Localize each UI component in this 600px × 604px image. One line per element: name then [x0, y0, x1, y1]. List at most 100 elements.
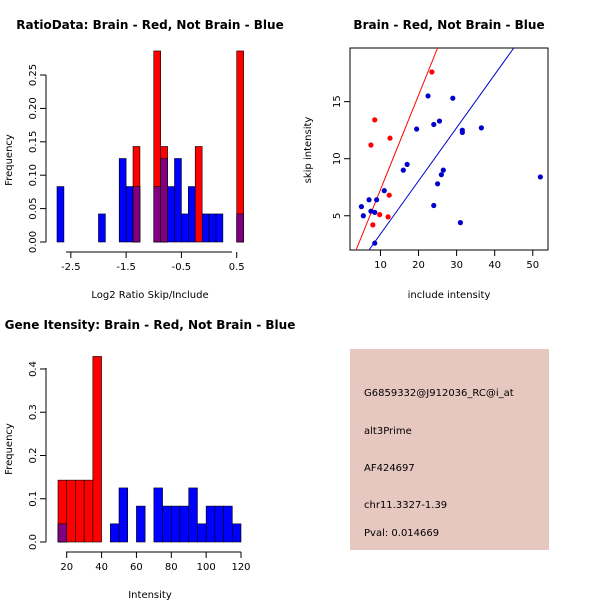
- ratio-hist-y-label: Frequency: [4, 134, 15, 186]
- p3-bar-brain: [66, 479, 76, 543]
- p3-bar-not-brain: [197, 523, 207, 543]
- scatter-points: [358, 69, 543, 246]
- gene-hist-title: Gene Itensity: Brain - Red, Not Brain - …: [5, 318, 296, 332]
- scatter-point-not-brain: [366, 197, 372, 203]
- p1-bar-not-brain: [125, 186, 134, 243]
- p3-x-tick-label: 120: [231, 562, 250, 573]
- scatter-point-brain: [387, 135, 393, 141]
- scatter-x-tick-label: 20: [412, 260, 425, 271]
- p1-bar-not-brain: [208, 213, 217, 243]
- ratio-hist-title: RatioData: Brain - Red, Not Brain - Blue: [16, 18, 283, 32]
- scatter-x-tick-label: 10: [374, 260, 387, 271]
- scatter-point-not-brain: [436, 118, 443, 124]
- p1-bar-overlap: [160, 158, 168, 243]
- scatter-y-ticks: 5 10 15: [332, 95, 350, 219]
- scatter-point-not-brain: [372, 209, 378, 215]
- p3-bar-not-brain: [205, 505, 216, 543]
- scatter-fit-line-brain: [355, 47, 439, 251]
- p3-bar-not-brain: [223, 505, 233, 543]
- p3-bar-not-brain: [214, 505, 224, 543]
- p1-bar-not-brain: [98, 213, 106, 243]
- scatter-title: Brain - Red, Not Brain - Blue: [353, 18, 544, 32]
- p1-y-tick-label: 0.00: [28, 231, 39, 253]
- p1-bar-overlap: [132, 186, 141, 243]
- scatter-point-not-brain: [372, 240, 378, 246]
- scatter-y-tick-label: 5: [332, 213, 343, 219]
- p3-y-tick-label: 0.0: [28, 534, 39, 550]
- p3-y-tick-label: 0.2: [28, 448, 39, 464]
- scatter-x-tick-label: 30: [450, 260, 463, 271]
- scatter-point-not-brain: [381, 188, 387, 194]
- pval-text: Pval: 0.014669: [364, 528, 439, 539]
- gene-hist-x-ticks: 20 40 60 80 100 120: [60, 552, 251, 573]
- p1-x-tick-label: -1.5: [116, 262, 136, 273]
- p3-bar-not-brain: [153, 487, 163, 543]
- location-text: chr11.3327-1.39: [364, 500, 447, 511]
- p3-y-tick-label: 0.3: [28, 404, 39, 420]
- scatter-fit-line-not-brain: [368, 47, 515, 251]
- p3-bar-not-brain: [231, 523, 242, 543]
- scatter-point-not-brain: [404, 161, 410, 168]
- p1-bar-brain: [236, 50, 244, 243]
- scatter-point-not-brain: [414, 126, 420, 132]
- gene-hist-x-label: Intensity: [128, 590, 172, 600]
- scatter-point-not-brain: [374, 197, 380, 203]
- scatter-point-brain: [370, 222, 376, 228]
- scatter-x-label: include intensity: [408, 290, 491, 301]
- p1-x-tick-label: -0.5: [172, 262, 192, 273]
- p3-bar-brain: [83, 479, 94, 543]
- scatter-point-not-brain: [440, 167, 446, 173]
- scatter-point-not-brain: [425, 93, 431, 99]
- p3-x-tick-label: 100: [197, 562, 216, 573]
- p3-x-tick-label: 20: [60, 562, 73, 573]
- p3-bar-not-brain: [162, 505, 172, 543]
- p3-x-tick-label: 80: [165, 562, 178, 573]
- p1-y-tick-label: 0.25: [28, 64, 39, 86]
- ratio-hist-y-ticks: 0.00 0.05 0.10 0.15 0.20 0.25: [28, 64, 46, 253]
- p1-y-tick-label: 0.05: [28, 197, 39, 219]
- scatter-plot-box: [349, 47, 549, 251]
- p1-bar-not-brain: [118, 158, 127, 243]
- p3-bar-not-brain: [170, 505, 181, 543]
- p1-x-tick-label: 0.5: [229, 262, 245, 273]
- scatter-point-not-brain: [434, 181, 441, 187]
- p1-y-tick-label: 0.20: [28, 97, 39, 119]
- scatter-point-not-brain: [450, 95, 456, 101]
- scatter-point-brain: [385, 214, 391, 220]
- gene-hist-bars: [57, 356, 242, 543]
- p3-x-tick-label: 60: [130, 562, 143, 573]
- probe-id-text: G6859332@J912036_RC@i_at: [364, 388, 514, 399]
- p3-bar-not-brain: [188, 487, 198, 543]
- p3-x-tick-label: 40: [95, 562, 108, 573]
- gene-hist-y-label: Frequency: [4, 423, 15, 475]
- ratio-histogram-panel: RatioData: Brain - Red, Not Brain - Blue…: [4, 18, 284, 301]
- p1-bar-not-brain: [174, 158, 182, 243]
- scatter-point-brain: [377, 212, 383, 218]
- scatter-x-ticks: 10 20 30 40 50: [374, 250, 539, 271]
- p3-bar-brain: [92, 356, 102, 543]
- scatter-fit-lines: [355, 47, 515, 251]
- scatter-point-brain: [368, 142, 374, 148]
- p1-bar-not-brain: [201, 213, 210, 243]
- info-panel-background: [350, 349, 549, 550]
- info-panel: G6859332@J912036_RC@i_at alt3Prime AF424…: [350, 349, 549, 550]
- scatter-point-not-brain: [537, 174, 543, 180]
- p1-bar-not-brain: [188, 186, 196, 243]
- scatter-point-brain: [429, 69, 435, 75]
- p3-bar-not-brain: [109, 523, 120, 543]
- scatter-point-not-brain: [431, 121, 437, 128]
- p1-bar-overlap: [236, 213, 244, 243]
- scatter-point-not-brain: [431, 202, 437, 209]
- gene-hist-y-ticks: 0.0 0.1 0.2 0.3 0.4: [28, 361, 46, 550]
- event-type-text: alt3Prime: [364, 426, 412, 437]
- scatter-point-not-brain: [400, 167, 406, 173]
- gene-intensity-panel: Gene Itensity: Brain - Red, Not Brain - …: [4, 318, 296, 601]
- scatter-point-not-brain: [360, 213, 366, 219]
- scatter-point-not-brain: [438, 172, 444, 178]
- p1-bar-not-brain: [215, 213, 224, 243]
- p3-y-tick-label: 0.1: [28, 491, 39, 507]
- p1-bar-not-brain: [181, 213, 189, 243]
- accession-text: AF424697: [364, 463, 415, 474]
- p3-bar-not-brain: [118, 487, 129, 543]
